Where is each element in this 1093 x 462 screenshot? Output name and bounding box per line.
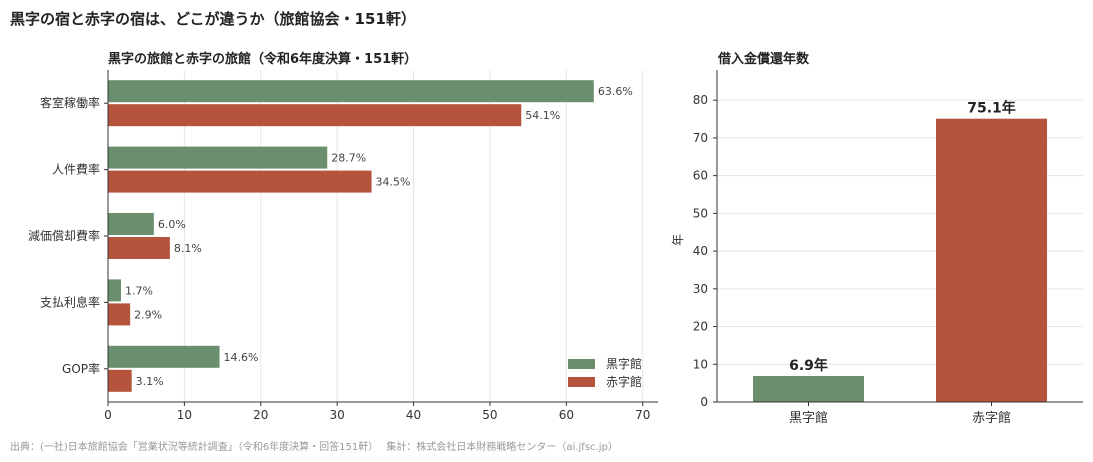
data-label: 34.5% (376, 176, 411, 189)
x-tick-label: 60 (559, 408, 574, 422)
bar-red-inn (108, 170, 372, 193)
category-label: 客室稼働率 (40, 95, 100, 110)
category-label: 支払利息率 (40, 294, 100, 309)
bar-red-inn (108, 303, 131, 326)
bar-black-inn (108, 146, 328, 169)
x-tick-label: 40 (406, 408, 421, 422)
x-tick-label: 50 (482, 408, 497, 422)
data-label: 54.1% (525, 109, 560, 122)
category-label: GOP率 (62, 361, 100, 376)
main-title: 黒字の宿と赤字の宿は、どこが違うか（旅館協会・151軒） (10, 10, 416, 28)
data-label: 8.1% (174, 242, 202, 255)
bar-black-inn (108, 279, 121, 302)
y-tick-label: 30 (693, 282, 708, 296)
data-label: 2.9% (134, 308, 162, 321)
data-label: 75.1年 (967, 100, 1016, 117)
bar-red-inn (936, 118, 1047, 402)
y-tick-label: 10 (693, 357, 708, 371)
x-tick-label: 20 (253, 408, 268, 422)
x-tick-label: 30 (330, 408, 345, 422)
bar-black-inn (108, 80, 594, 103)
data-label: 6.9年 (789, 357, 828, 374)
y-tick-label: 20 (693, 320, 708, 334)
y-tick-label: 40 (693, 244, 708, 258)
right-chart-title: 借入金償還年数 (718, 52, 810, 67)
x-tick-label: 10 (177, 408, 192, 422)
data-label: 28.7% (331, 152, 366, 165)
y-tick-label: 50 (693, 206, 708, 220)
legend-label: 黒字館 (606, 356, 642, 371)
bar-black-inn (108, 345, 220, 368)
category-label: 人件費率 (52, 162, 100, 177)
category-label: 赤字館 (972, 411, 1011, 426)
horizontal-bar-chart: 0 10 20 30 40 50 60 70 客室稼働率 63.6% 54.1% 人件費率 28.7% 3… (28, 70, 658, 422)
legend-swatch (568, 377, 595, 387)
y-tick-label: 70 (693, 131, 708, 145)
x-tick-label: 70 (635, 408, 650, 422)
bar-black-inn (753, 375, 864, 402)
data-label: 1.7% (125, 284, 153, 297)
category-label: 黒字館 (789, 411, 828, 426)
data-label: 6.0% (158, 218, 186, 231)
y-tick-label: 60 (693, 169, 708, 183)
bar-red-inn (108, 237, 170, 259)
y-tick-label: 80 (693, 93, 708, 107)
data-label: 63.6% (598, 85, 633, 98)
y-axis-label: 年 (671, 234, 685, 246)
legend-label: 赤字館 (606, 374, 642, 389)
source-footer: 出典：(一社)日本旅館協会「営業状況等統計調査」（令和6年度決算・回答151軒）… (10, 442, 618, 453)
bar-black-inn (108, 213, 154, 235)
bar-red-inn (108, 104, 522, 127)
data-label: 3.1% (136, 375, 164, 388)
category-label: 減価償却費率 (28, 228, 100, 243)
left-chart-title: 黒字の旅館と赤字の旅館（令和6年度決算・151軒） (108, 52, 418, 67)
data-label: 14.6% (224, 351, 259, 364)
legend-swatch (568, 359, 595, 369)
bar-red-inn (108, 369, 132, 392)
y-tick-label: 0 (700, 395, 708, 409)
x-tick-label: 0 (104, 408, 112, 422)
